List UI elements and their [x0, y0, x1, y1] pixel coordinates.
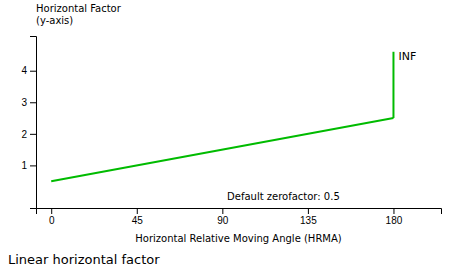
y-axis-title: Horizontal Factor [36, 3, 122, 14]
x-axis-title: Horizontal Relative Moving Angle (HRMA) [135, 233, 342, 244]
y-tick: 4 [21, 65, 36, 76]
y-tick-label: 4 [21, 65, 27, 76]
x-tick: 45 [132, 208, 144, 226]
x-tick-mark [308, 208, 309, 214]
lines [51, 52, 393, 181]
x-tick-label: 180 [386, 215, 403, 226]
chart: 0 45 90 135 180 1 2 3 4 INF Default zerofactor: 0.… [0, 0, 461, 272]
y-axis-title: (y-axis) [36, 15, 73, 26]
x-tick: 0 [49, 208, 55, 226]
x-tick-label: 45 [132, 215, 144, 226]
line [392, 52, 394, 118]
annotation: Default zerofactor: 0.5 [227, 191, 340, 202]
line [51, 118, 393, 181]
x-tick: 135 [300, 208, 317, 226]
x-tick-label: 0 [49, 215, 55, 226]
annotation: INF [398, 50, 416, 63]
plot: 0 45 90 135 180 1 2 3 4 INF Default zerofactor: 0.… [21, 37, 441, 227]
y-tick: 2 [21, 129, 36, 140]
y-tick-mark [30, 71, 36, 72]
y-tick-label: 1 [21, 160, 27, 171]
y-tick: 1 [21, 160, 36, 171]
x-axis: 0 45 90 135 180 [37, 208, 442, 226]
x-tick: 90 [217, 208, 229, 226]
y-tick: 3 [21, 97, 36, 108]
x-tick: 180 [386, 208, 403, 226]
y-tick-mark [30, 102, 36, 103]
x-tick-label: 90 [217, 215, 229, 226]
x-tick-mark [393, 208, 394, 214]
y-axis: 1 2 3 4 [21, 37, 36, 209]
y-tick-label: 2 [21, 129, 27, 140]
y-axis-line [30, 37, 37, 209]
title: Linear horizontal factor [8, 252, 160, 267]
x-tick-label: 135 [300, 215, 317, 226]
x-tick-mark [222, 208, 223, 214]
x-tick-mark [51, 208, 52, 214]
y-tick-mark [30, 134, 36, 135]
y-tick-mark [30, 165, 36, 166]
x-axis-line [37, 209, 442, 215]
x-tick-mark [137, 208, 138, 214]
y-tick-label: 3 [21, 97, 27, 108]
